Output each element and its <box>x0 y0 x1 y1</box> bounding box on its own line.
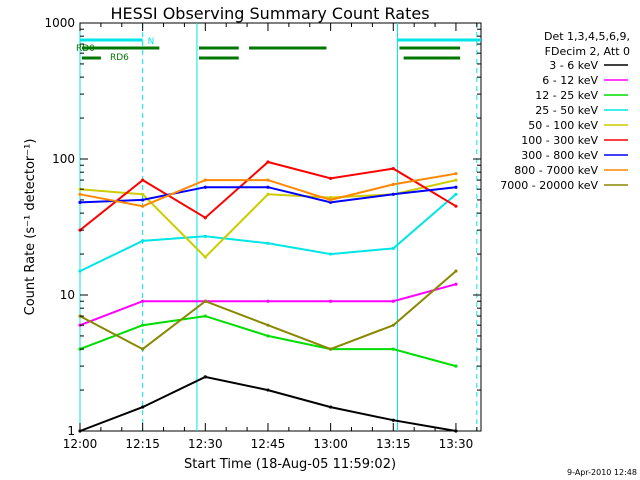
data-point <box>454 364 458 368</box>
legend-label: 7000 - 20000 keV <box>500 179 598 192</box>
data-point <box>266 192 270 196</box>
x-axis-label: Start Time (18-Aug-05 11:59:02) <box>184 457 396 472</box>
series-line <box>79 375 457 432</box>
y-axis: 1 10 100 1000 <box>44 16 481 438</box>
y-tick-label: 1 <box>67 424 75 438</box>
data-point <box>141 192 145 196</box>
data-point <box>391 182 395 187</box>
data-point <box>266 178 270 182</box>
y-tick-label: 10 <box>60 288 75 302</box>
data-point <box>454 269 458 273</box>
data-point <box>141 198 145 202</box>
data-point <box>329 299 333 303</box>
data-point <box>266 185 270 189</box>
data-point <box>141 204 145 208</box>
data-point <box>141 239 145 243</box>
plot-content: N RD0 RD6 <box>76 23 481 433</box>
x-axis: 12:00 12:15 12:30 12:45 13:00 13:15 13:30 <box>63 23 478 451</box>
data-point <box>141 178 145 182</box>
data-point <box>203 255 207 259</box>
data-point <box>391 246 395 251</box>
data-point <box>391 347 395 351</box>
data-point <box>391 299 395 303</box>
data-point <box>203 375 207 379</box>
flag-label-rd0: RD0 <box>76 44 95 54</box>
data-point <box>454 282 458 286</box>
plot-frame <box>79 22 482 432</box>
data-point <box>141 347 145 351</box>
data-point <box>329 196 333 200</box>
legend-label: 25 - 50 keV <box>535 104 598 117</box>
data-point <box>78 200 82 204</box>
data-point <box>329 347 333 351</box>
legend-label: 50 - 100 keV <box>528 119 598 132</box>
legend-header-line-1: Det 1,3,4,5,6,9, <box>544 30 630 43</box>
flag-label-n: N <box>148 37 155 47</box>
data-point <box>141 405 145 409</box>
data-point <box>203 234 207 238</box>
series-line <box>79 179 457 259</box>
data-point <box>329 252 333 256</box>
data-point <box>329 198 333 202</box>
x-tick-label: 12:45 <box>251 437 286 451</box>
data-point <box>266 241 270 245</box>
legend-header-line-2: FDecim 2, Att 0 <box>545 45 630 58</box>
data-point <box>391 323 395 327</box>
x-tick-label: 12:30 <box>188 437 223 451</box>
data-point <box>141 299 145 303</box>
data-point <box>266 299 270 303</box>
legend-label: 12 - 25 keV <box>535 89 598 102</box>
x-tick-label: 13:15 <box>376 437 411 451</box>
legend: 3 - 6 keV 6 - 12 keV 12 - 25 keV 25 - 50 ke… <box>500 59 628 192</box>
data-point <box>329 405 333 409</box>
data-point <box>78 192 82 196</box>
x-tick-label: 12:00 <box>63 437 98 451</box>
data-point <box>203 216 207 220</box>
data-point <box>329 200 333 204</box>
data-point <box>266 334 270 338</box>
x-tick-label: 13:30 <box>439 437 474 451</box>
data-point <box>266 323 270 327</box>
legend-label: 6 - 12 keV <box>542 74 598 87</box>
data-point <box>266 388 270 392</box>
data-point <box>203 178 207 182</box>
data-point <box>78 269 82 273</box>
data-point <box>203 299 207 303</box>
data-point <box>454 178 458 182</box>
y-tick-label: 1000 <box>44 16 75 30</box>
series-line <box>79 160 457 231</box>
data-point <box>391 192 395 196</box>
legend-label: 300 - 800 keV <box>521 149 598 162</box>
chart-title: HESSI Observing Summary Count Rates <box>110 4 429 23</box>
timestamp: 9-Apr-2010 12:48 <box>567 468 637 477</box>
data-point <box>454 172 458 176</box>
data-point <box>454 204 458 208</box>
data-point <box>141 323 145 327</box>
data-point <box>329 176 333 181</box>
y-axis-label: Count Rate (s⁻¹ detector⁻¹) <box>23 139 38 316</box>
y-tick-label: 100 <box>52 152 75 166</box>
data-point <box>454 185 458 189</box>
data-point <box>266 160 270 164</box>
data-point <box>454 192 458 196</box>
data-point <box>391 166 395 171</box>
flag-label-rd6: RD6 <box>110 53 129 63</box>
legend-label: 100 - 300 keV <box>521 134 598 147</box>
legend-label: 3 - 6 keV <box>549 59 598 72</box>
data-point <box>203 185 207 189</box>
x-tick-label: 13:00 <box>313 437 348 451</box>
data-point <box>391 418 395 422</box>
x-tick-label: 12:15 <box>125 437 160 451</box>
legend-label: 800 - 7000 keV <box>514 164 598 177</box>
data-point <box>203 314 207 318</box>
